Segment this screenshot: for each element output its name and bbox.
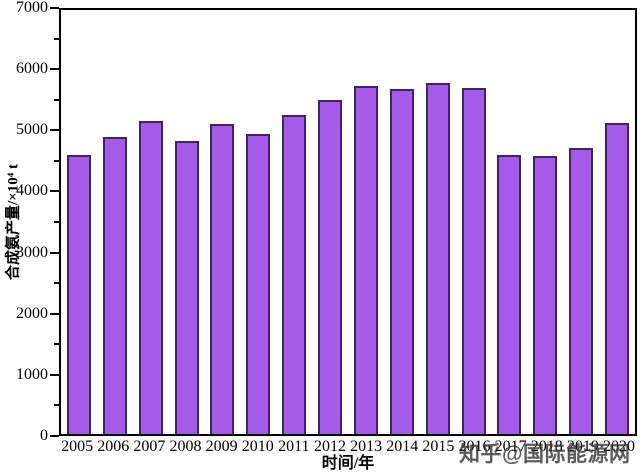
bar-2018 <box>533 155 558 434</box>
y-axis-tick-labels: 0 1000 2000 3000 4000 5000 6000 7000 <box>0 0 48 444</box>
bar-cell-2006 <box>97 10 133 434</box>
x-tick-label-2019: 2019 <box>566 438 599 455</box>
y-major-tick-7000 <box>50 7 59 9</box>
bar-2007 <box>138 121 163 434</box>
y-minor-tick-1500 <box>54 343 59 346</box>
y-tick-label-3000: 3000 <box>16 243 48 261</box>
bar-2020 <box>605 122 630 434</box>
x-tick-label-2005: 2005 <box>61 438 94 455</box>
y-minor-tick-500 <box>54 404 59 407</box>
x-tick-label-2013: 2013 <box>350 438 383 455</box>
x-axis-title: 时间/年 <box>321 455 375 472</box>
x-tick-label-2014: 2014 <box>386 438 419 455</box>
bar-cell-2009 <box>205 10 241 434</box>
bar-2014 <box>389 88 414 434</box>
x-tick-label-2006: 2006 <box>97 438 130 455</box>
y-minor-tick-6500 <box>54 37 59 40</box>
y-tick-label-0: 0 <box>40 427 48 444</box>
y-major-tick-5000 <box>50 129 59 132</box>
x-axis-tick-labels: 2005 2006 2007 2008 2009 2010 2011 2012 2013 2014… <box>59 439 637 455</box>
bar-2013 <box>353 85 378 434</box>
x-tick-label-2015: 2015 <box>422 438 455 455</box>
bar-cell-2016 <box>456 10 492 434</box>
bar-cell-2007 <box>133 10 169 434</box>
bar-2015 <box>425 83 450 434</box>
x-tick-label-2012: 2012 <box>313 438 346 455</box>
y-major-tick-0 <box>50 435 59 437</box>
y-minor-tick-3500 <box>54 221 59 223</box>
y-minor-tick-4500 <box>54 159 59 162</box>
bar-2017 <box>497 154 522 434</box>
y-major-tick-1000 <box>50 373 59 376</box>
bar-cell-2012 <box>312 10 348 434</box>
bar-cell-2008 <box>169 10 205 434</box>
bar-2008 <box>174 140 199 434</box>
bar-cell-2010 <box>240 10 276 434</box>
x-tick-label-2007: 2007 <box>133 438 166 455</box>
x-tick-label-2008: 2008 <box>169 438 202 455</box>
y-tick-label-2000: 2000 <box>16 304 48 322</box>
bar-cell-2020 <box>599 10 635 434</box>
y-tick-label-4000: 4000 <box>16 182 48 200</box>
y-tick-label-1000: 1000 <box>16 365 48 383</box>
y-major-tick-3000 <box>50 251 59 254</box>
x-tick-label-2009: 2009 <box>205 438 238 455</box>
bar-2019 <box>569 148 594 434</box>
bar-cell-2017 <box>492 10 528 434</box>
x-tick-label-2020: 2020 <box>602 438 635 455</box>
x-tick-label-2010: 2010 <box>241 438 274 455</box>
bar-cell-2013 <box>348 10 384 434</box>
bar-cell-2018 <box>527 10 563 434</box>
bar-2009 <box>210 123 235 434</box>
y-tick-label-7000: 7000 <box>16 0 48 16</box>
y-major-tick-2000 <box>50 312 59 315</box>
y-minor-tick-5500 <box>54 98 59 101</box>
bar-2011 <box>282 114 307 434</box>
y-major-tick-4000 <box>50 190 59 193</box>
bar-cell-2014 <box>384 10 420 434</box>
bar-2005 <box>66 155 91 434</box>
plot-area <box>59 8 637 436</box>
bar-2012 <box>318 99 343 434</box>
y-tick-label-5000: 5000 <box>16 121 48 139</box>
y-major-tick-6000 <box>50 68 59 71</box>
x-tick-label-2017: 2017 <box>494 438 527 455</box>
y-minor-tick-2500 <box>54 282 59 285</box>
bars-row <box>61 10 635 434</box>
bar-cell-2019 <box>563 10 599 434</box>
bar-2006 <box>102 137 127 434</box>
bar-cell-2015 <box>420 10 456 434</box>
bar-cell-2005 <box>61 10 97 434</box>
x-tick-label-2018: 2018 <box>530 438 563 455</box>
y-tick-label-6000: 6000 <box>16 60 48 78</box>
bar-2010 <box>246 134 271 434</box>
x-tick-label-2011: 2011 <box>278 438 310 455</box>
bar-cell-2011 <box>276 10 312 434</box>
x-tick-label-2016: 2016 <box>458 438 491 455</box>
bar-2016 <box>461 87 486 434</box>
